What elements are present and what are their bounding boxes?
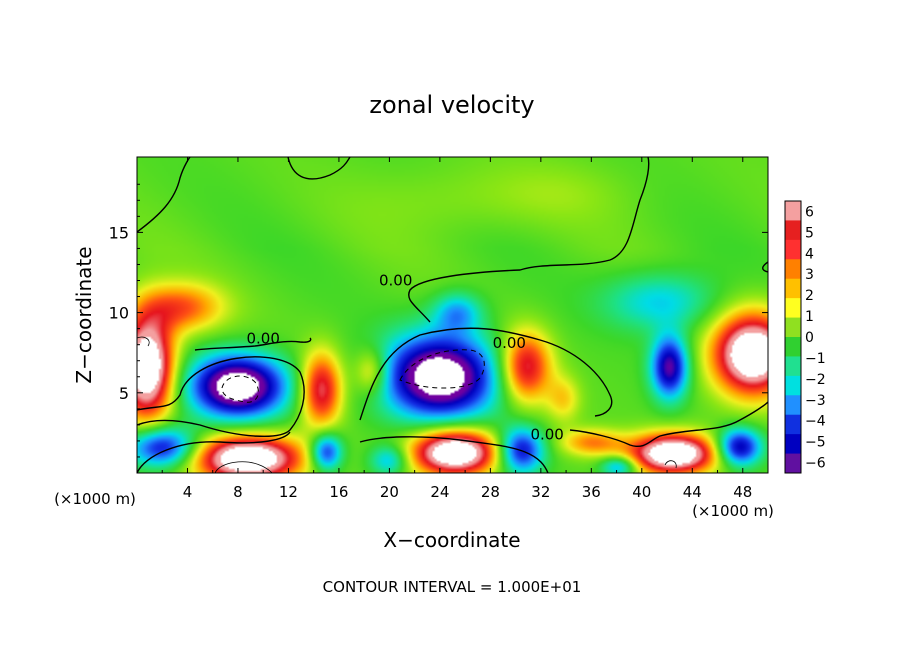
contour-pos-thin1 xyxy=(137,336,150,347)
contour-lines xyxy=(137,157,768,473)
colorbar-label: −4 xyxy=(805,414,826,430)
x-tick-label: 32 xyxy=(531,483,550,501)
colorbar-swatch xyxy=(785,201,801,221)
colorbar-label: −3 xyxy=(805,393,826,409)
contour-pos-thin2 xyxy=(214,461,273,473)
colorbar-swatch xyxy=(785,317,801,338)
contour-label: 0.00 xyxy=(379,272,412,290)
x-axis-ticks: 4 8 12 16 20 24 28 32 36 40 44 48 xyxy=(161,157,752,501)
x-tick-label: 4 xyxy=(183,483,193,501)
contour-zero-band xyxy=(137,356,305,438)
contour-pos-thin3 xyxy=(664,460,677,469)
contour-neg-dash1 xyxy=(399,349,485,389)
colorbar-swatch xyxy=(785,375,801,396)
colorbar-swatch xyxy=(785,239,801,260)
plot-frame xyxy=(136,156,769,474)
colorbar-swatch xyxy=(785,434,801,455)
contour-labels: 0.00 0.00 0.00 0.00 xyxy=(246,272,563,444)
colorbar-label: −6 xyxy=(805,456,826,472)
x-tick-label: 36 xyxy=(582,483,601,501)
colorbar-swatch xyxy=(785,337,801,357)
x-unit-left: (×1000 m) xyxy=(54,490,136,508)
contour-zero-top xyxy=(287,157,351,180)
colorbar-label: 4 xyxy=(805,246,814,262)
x-tick-label: 48 xyxy=(733,483,752,501)
contour-zero-mid xyxy=(194,337,312,351)
contour-label: 0.00 xyxy=(493,334,526,352)
colorbar-swatch xyxy=(785,453,801,474)
colorbar-swatch xyxy=(785,356,801,377)
colorbar-swatch xyxy=(785,259,801,280)
contour-interval-footer: CONTOUR INTERVAL = 1.000E+01 xyxy=(323,578,582,596)
x-tick-label: 8 xyxy=(233,483,243,501)
colorbar: 6 5 4 3 2 1 0 −1 −2 −3 −4 −5 −6 xyxy=(784,200,826,474)
x-tick-label: 20 xyxy=(380,483,399,501)
x-tick-label: 40 xyxy=(632,483,651,501)
y-tick-label: 5 xyxy=(119,384,129,403)
contour-zero-main xyxy=(408,157,650,323)
x-tick-label: 28 xyxy=(481,483,500,501)
y-axis-label: Z−coordinate xyxy=(72,246,96,383)
y-tick-label: 10 xyxy=(109,304,129,323)
plot-area: 0.00 0.00 0.00 0.00 xyxy=(137,157,768,473)
y-tick-label: 15 xyxy=(109,223,129,242)
contour-zero-low3 xyxy=(359,436,549,473)
colorbar-label: 3 xyxy=(805,267,814,283)
x-tick-label: 24 xyxy=(430,483,449,501)
contour-zero-low xyxy=(569,401,768,447)
contour-zero-right xyxy=(762,261,768,273)
contour-neg-dash2 xyxy=(221,375,259,403)
colorbar-label: 1 xyxy=(805,309,814,325)
colorbar-label: 0 xyxy=(805,330,814,346)
velocity-field-image xyxy=(137,157,768,473)
chart-title: zonal velocity xyxy=(369,91,534,119)
x-tick-label: 12 xyxy=(279,483,298,501)
contour-zero-band2 xyxy=(359,327,613,421)
colorbar-swatch xyxy=(785,298,801,319)
colorbar-swatch xyxy=(785,220,801,241)
x-tick-label: 16 xyxy=(329,483,348,501)
colorbar-label: −1 xyxy=(805,351,826,367)
colorbar-swatch xyxy=(785,278,801,299)
colorbar-frame xyxy=(784,200,802,474)
x-unit-right: (×1000 m) xyxy=(692,502,774,520)
colorbar-label: 2 xyxy=(805,288,814,304)
colorbar-swatch xyxy=(785,414,801,435)
contour-zero-low2 xyxy=(137,431,291,473)
contour-label: 0.00 xyxy=(530,426,563,444)
contour-label: 0.00 xyxy=(246,329,279,347)
contour-zero-upper xyxy=(137,157,191,233)
y-axis-ticks: 5 10 15 xyxy=(109,183,768,458)
colorbar-label: 5 xyxy=(805,225,814,241)
colorbar-label: 6 xyxy=(805,204,814,220)
x-axis-label: X−coordinate xyxy=(383,528,520,552)
colorbar-label: −2 xyxy=(805,372,826,388)
x-tick-label: 44 xyxy=(683,483,702,501)
colorbar-label: −5 xyxy=(805,435,826,451)
colorbar-swatch xyxy=(785,395,801,416)
